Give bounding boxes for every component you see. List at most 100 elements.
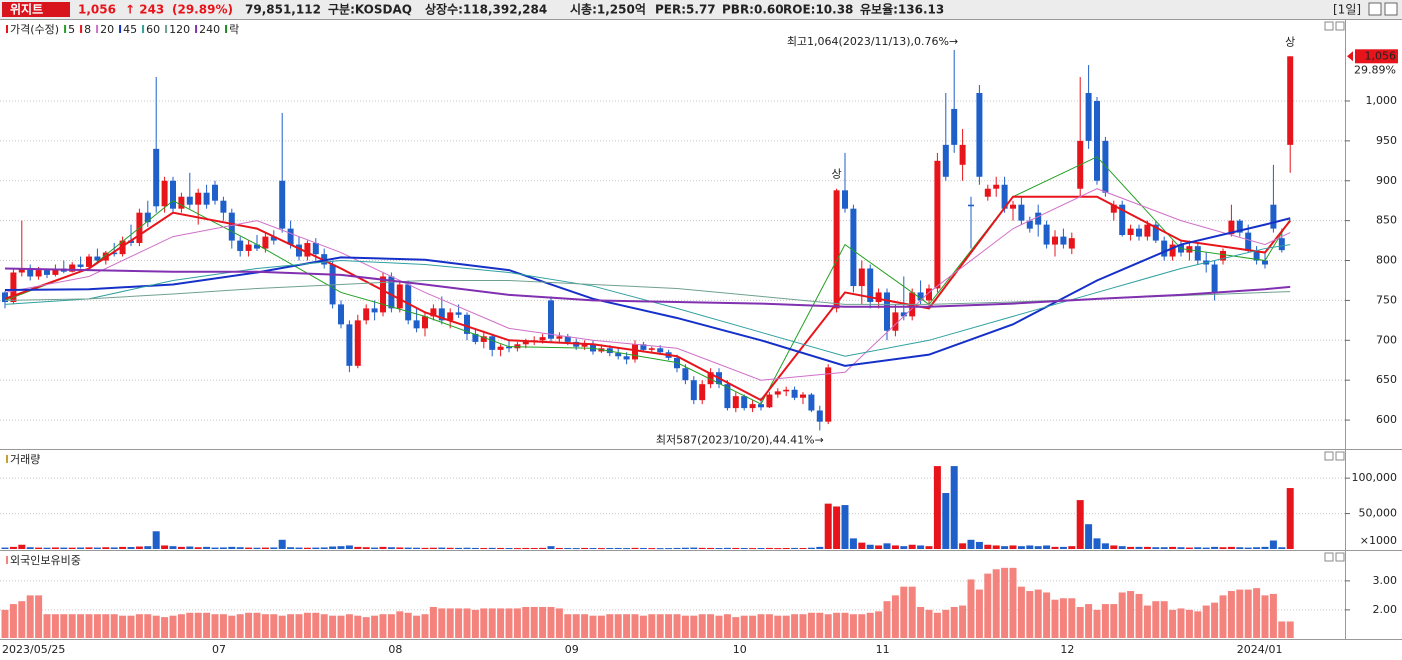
bar [161, 545, 169, 549]
candle-body [44, 270, 50, 275]
bar [749, 615, 757, 638]
bar [329, 546, 337, 549]
y-tick-label: 100,000 [1352, 471, 1398, 484]
bar [77, 547, 85, 549]
bar [471, 609, 479, 638]
x-tick-label: 2023/05/25 [2, 643, 65, 656]
bar [799, 548, 807, 550]
bar [1185, 609, 1193, 638]
candle-body [993, 184, 1000, 189]
bar [1244, 589, 1252, 638]
bar [757, 548, 765, 550]
bar [816, 612, 824, 638]
candle-body [867, 268, 874, 303]
bar [1211, 546, 1219, 549]
candle-body [262, 236, 269, 249]
panel-button[interactable] [1335, 451, 1345, 461]
legend-label: 45 [123, 23, 137, 36]
candle-body [363, 308, 370, 321]
panel-button[interactable] [1335, 21, 1345, 31]
panel-button[interactable] [1324, 451, 1334, 461]
market: 구분:KOSDAQ [328, 3, 412, 17]
candle-body [153, 148, 160, 207]
close-button[interactable] [1384, 2, 1398, 16]
window-button[interactable] [1368, 2, 1382, 16]
bar [1227, 591, 1235, 638]
bar [849, 538, 857, 549]
x-tick-label: 2024/01 [1237, 643, 1283, 656]
bar [631, 614, 639, 638]
change-pct: (29.89%) [172, 3, 233, 17]
bar [1253, 547, 1261, 549]
candle-body [1278, 238, 1285, 251]
bar [530, 548, 538, 550]
bar [824, 614, 832, 638]
bar [807, 547, 815, 549]
bar [1169, 609, 1177, 638]
bar [698, 547, 706, 549]
bar [362, 617, 370, 638]
bar [673, 614, 681, 638]
candle-body [464, 314, 470, 334]
candle-body [884, 292, 890, 331]
bar [337, 546, 345, 549]
bar [497, 547, 505, 549]
candle-body [228, 212, 235, 241]
bar [253, 547, 261, 549]
bar [1185, 547, 1193, 549]
bar [1076, 500, 1084, 549]
candle-body [632, 344, 638, 360]
bar [26, 595, 34, 638]
candle-body [926, 288, 932, 301]
bar [488, 547, 496, 549]
bar [144, 546, 152, 549]
bar [992, 569, 1000, 638]
panel-button[interactable] [1335, 552, 1345, 562]
bar [85, 614, 93, 638]
candle-body [741, 396, 748, 409]
bar [396, 547, 404, 549]
candle-body [195, 192, 202, 205]
bar [1211, 602, 1219, 638]
period[interactable]: [1일] [1333, 3, 1361, 17]
bar [320, 547, 328, 549]
bar [51, 547, 59, 549]
candle-body [842, 190, 848, 209]
bar [732, 617, 740, 638]
candle-body [522, 341, 529, 345]
bar [488, 608, 496, 638]
candle-body [354, 320, 361, 366]
bar [782, 615, 790, 638]
bar [194, 547, 202, 549]
candle-body [892, 312, 899, 331]
bar [866, 612, 874, 638]
bar [656, 614, 664, 638]
candle-body [875, 292, 882, 303]
bar [429, 547, 437, 549]
bar [429, 606, 437, 638]
bar [833, 612, 841, 638]
bar [639, 548, 647, 550]
limit-mark: 상 [1285, 35, 1295, 48]
bar [1093, 609, 1101, 638]
candle-body [732, 396, 739, 409]
bar [110, 547, 118, 549]
bar [1236, 547, 1244, 549]
y-tick-label: 650 [1376, 373, 1397, 386]
candle-body [161, 180, 168, 207]
panel-button[interactable] [1324, 552, 1334, 562]
candle-body [388, 276, 395, 309]
bar [219, 547, 227, 549]
bar [446, 547, 454, 549]
bar [681, 547, 689, 549]
bar [93, 614, 101, 638]
bar [581, 614, 589, 638]
bar [102, 547, 110, 549]
bar [698, 614, 706, 638]
bar [446, 608, 454, 638]
bar [564, 548, 572, 550]
legend-marker [165, 25, 168, 33]
bar [883, 601, 891, 638]
candle-body [1236, 220, 1243, 233]
panel-button[interactable] [1324, 21, 1334, 31]
